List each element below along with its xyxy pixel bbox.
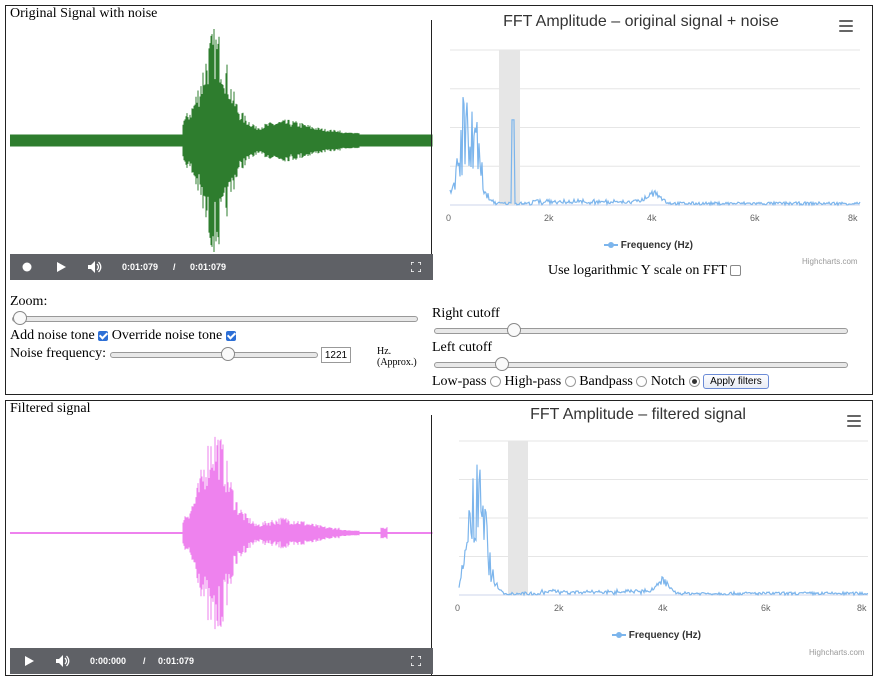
lowpass-label: Low-pass bbox=[432, 374, 487, 389]
total-time: 0:01:079 bbox=[158, 656, 195, 666]
left-cutoff-thumb[interactable] bbox=[495, 357, 510, 371]
fft-chart-filtered: FFT Amplitude – filtered signal 0 2k 4k … bbox=[446, 405, 870, 660]
right-cutoff-label: Right cutoff bbox=[432, 306, 500, 321]
x-tick: 0 bbox=[446, 213, 452, 223]
highpass-radio[interactable] bbox=[564, 376, 576, 388]
filtered-audio-player: 0:00:000 / 0:01:079 bbox=[10, 648, 433, 674]
x-tick: 0 bbox=[455, 603, 461, 613]
override-noise-checkbox[interactable] bbox=[225, 330, 236, 341]
noise-options: Add noise tone Override noise tone bbox=[10, 328, 236, 344]
original-signal-panel: Original Signal with noise 0:01:079 / 0:… bbox=[5, 5, 873, 395]
noise-frequency-label: Noise frequency: bbox=[10, 346, 107, 361]
original-signal-title: Original Signal with noise bbox=[10, 6, 158, 21]
legend-marker-icon bbox=[604, 242, 618, 249]
waveform-trace bbox=[10, 29, 433, 252]
right-cutoff-thumb[interactable] bbox=[507, 323, 522, 337]
fft-plot-original bbox=[449, 49, 861, 207]
zoom-label: Zoom: bbox=[10, 294, 48, 309]
filtered-signal-panel: Filtered signal 0:00:000 / 0:01:079 FFT … bbox=[5, 400, 873, 676]
notch-label: Notch bbox=[650, 374, 686, 389]
apply-filters-button[interactable]: Apply filters bbox=[703, 374, 769, 390]
bandpass-radio[interactable] bbox=[636, 376, 648, 388]
x-tick: 6k bbox=[750, 213, 760, 223]
add-noise-label: Add noise tone bbox=[10, 328, 95, 343]
bandpass-label: Bandpass bbox=[579, 374, 633, 389]
original-audio-player: 0:01:079 / 0:01:079 bbox=[10, 254, 433, 280]
record-icon[interactable] bbox=[22, 262, 32, 272]
fft-plot-filtered bbox=[458, 440, 869, 597]
filtered-waveform bbox=[10, 436, 433, 630]
hz-label: Hz. (Approx.) bbox=[377, 346, 417, 368]
fullscreen-icon[interactable] bbox=[411, 656, 421, 666]
highcharts-credit[interactable]: Highcharts.com bbox=[809, 648, 865, 657]
lowpass-radio[interactable] bbox=[489, 376, 501, 388]
highcharts-credit[interactable]: Highcharts.com bbox=[802, 257, 858, 266]
x-tick: 6k bbox=[761, 603, 771, 613]
volume-icon[interactable] bbox=[56, 655, 70, 667]
right-cutoff-slider[interactable] bbox=[434, 323, 848, 337]
original-waveform bbox=[10, 29, 433, 252]
log-scale-checkbox[interactable] bbox=[730, 265, 742, 277]
filtered-signal-title: Filtered signal bbox=[10, 401, 91, 416]
left-cutoff-label: Left cutoff bbox=[432, 340, 492, 355]
legend-item[interactable]: Frequency (Hz) bbox=[604, 240, 693, 251]
volume-icon[interactable] bbox=[88, 261, 102, 273]
x-tick: 2k bbox=[554, 603, 564, 613]
fft-series-line bbox=[458, 464, 869, 597]
notch-radio[interactable] bbox=[688, 376, 700, 388]
total-time: 0:01:079 bbox=[190, 262, 227, 272]
chart-menu-icon[interactable] bbox=[839, 20, 853, 35]
fullscreen-icon[interactable] bbox=[411, 262, 421, 272]
log-scale-option: Use logarithmic Y scale on FFT bbox=[548, 263, 742, 279]
fft-series-line bbox=[449, 97, 861, 207]
current-time: 0:01:079 bbox=[122, 262, 159, 272]
zoom-slider-thumb[interactable] bbox=[13, 311, 27, 325]
filter-type-options: Low-pass High-pass Bandpass Notch Apply … bbox=[432, 374, 769, 390]
zoom-slider[interactable] bbox=[12, 311, 418, 325]
add-noise-checkbox[interactable] bbox=[98, 330, 109, 341]
play-icon[interactable] bbox=[56, 262, 66, 272]
x-tick: 2k bbox=[544, 213, 554, 223]
time-separator: / bbox=[173, 262, 176, 272]
fft-chart-title: FFT Amplitude – filtered signal bbox=[530, 406, 746, 423]
log-scale-label: Use logarithmic Y scale on FFT bbox=[548, 263, 727, 278]
waveform-trace bbox=[10, 436, 433, 630]
current-time: 0:00:000 bbox=[90, 656, 127, 666]
filter-band bbox=[508, 441, 528, 595]
filter-band bbox=[499, 50, 520, 205]
time-separator: / bbox=[143, 656, 146, 666]
override-noise-label: Override noise tone bbox=[111, 328, 223, 343]
x-tick: 8k bbox=[848, 213, 858, 223]
x-tick: 8k bbox=[857, 603, 867, 613]
noise-frequency-slider[interactable] bbox=[110, 347, 318, 361]
left-cutoff-slider[interactable] bbox=[434, 357, 848, 371]
chart-menu-icon[interactable] bbox=[847, 415, 861, 430]
fft-chart-original: FFT Amplitude – original signal + noise … bbox=[438, 10, 868, 266]
noise-frequency-thumb[interactable] bbox=[220, 347, 235, 361]
fft-chart-title: FFT Amplitude – original signal + noise bbox=[503, 13, 779, 30]
x-tick: 4k bbox=[658, 603, 668, 613]
play-icon[interactable] bbox=[24, 656, 34, 666]
legend-marker-icon bbox=[612, 632, 626, 639]
highpass-label: High-pass bbox=[504, 374, 562, 389]
x-tick: 4k bbox=[647, 213, 657, 223]
noise-frequency-input[interactable]: 1221 bbox=[321, 347, 351, 363]
legend-item[interactable]: Frequency (Hz) bbox=[612, 630, 701, 641]
